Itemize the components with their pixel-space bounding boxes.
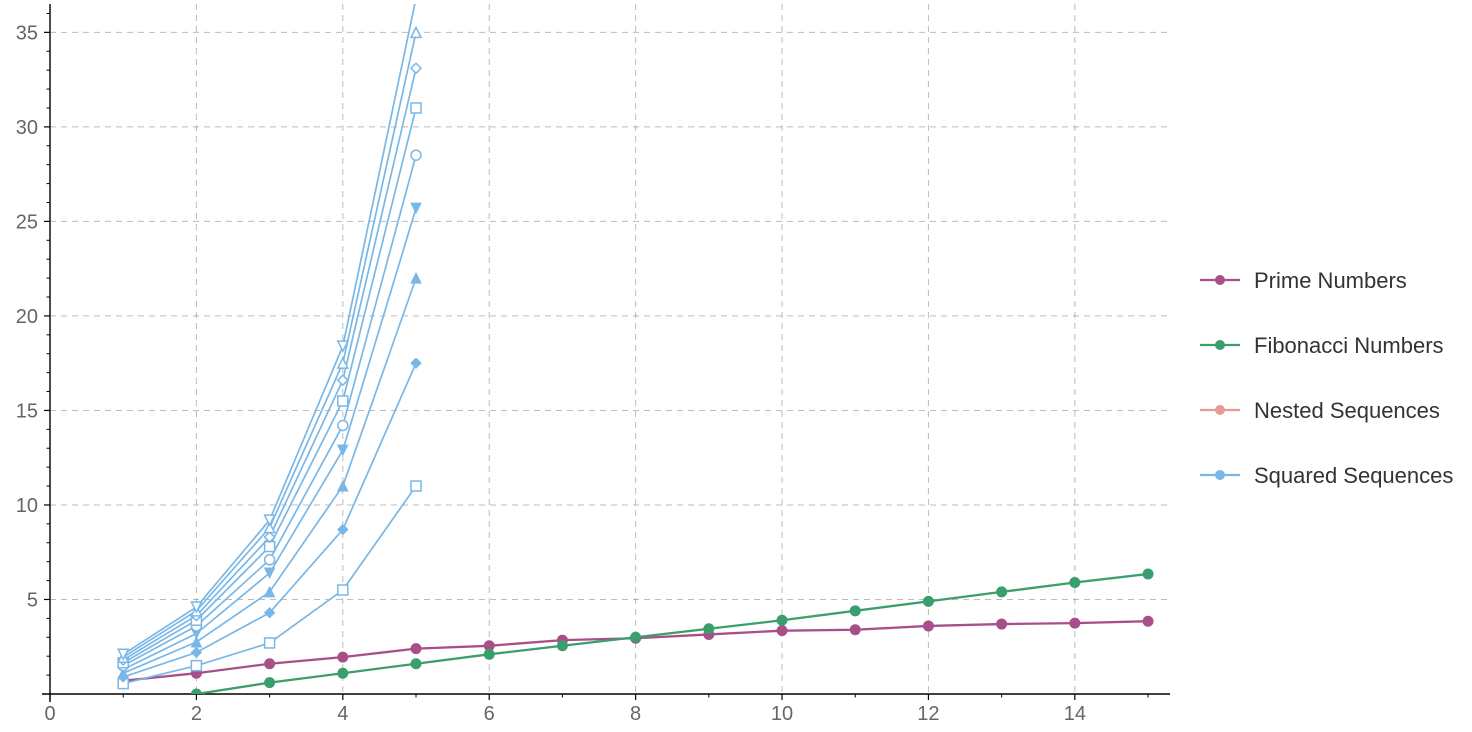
x-tick-label: 4 xyxy=(337,703,348,725)
y-tick-label: 10 xyxy=(16,495,38,517)
y-tick-label: 20 xyxy=(16,306,38,328)
legend-label: Squared Sequences xyxy=(1254,463,1453,488)
legend-label: Fibonacci Numbers xyxy=(1254,333,1444,358)
legend-label: Nested Sequences xyxy=(1254,398,1440,423)
y-tick-label: 5 xyxy=(27,589,38,611)
legend-label: Prime Numbers xyxy=(1254,268,1407,293)
y-tick-label: 30 xyxy=(16,117,38,139)
x-tick-label: 2 xyxy=(191,703,202,725)
x-tick-label: 6 xyxy=(484,703,495,725)
y-tick-label: 25 xyxy=(16,211,38,233)
x-tick-label: 8 xyxy=(630,703,641,725)
y-tick-label: 35 xyxy=(16,22,38,44)
x-tick-label: 14 xyxy=(1064,703,1086,725)
line-chart: 0 2 4 6 8 10 12 14 5 10 15 20 25 30 35 Prime Numbers Fib… xyxy=(0,0,1472,732)
x-tick-label: 10 xyxy=(771,703,793,725)
x-tick-label: 0 xyxy=(44,703,55,725)
y-tick-label: 15 xyxy=(16,400,38,422)
x-tick-label: 12 xyxy=(917,703,939,725)
